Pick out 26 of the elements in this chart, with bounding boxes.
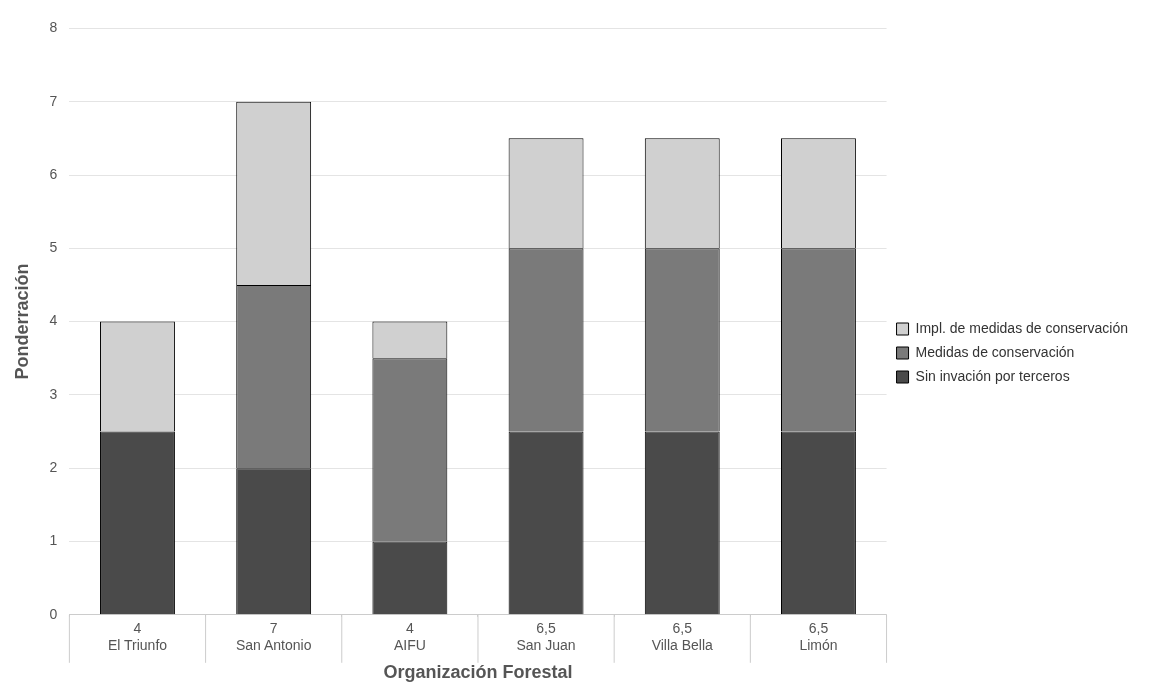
y-tick-label: 4 xyxy=(49,312,58,329)
y-tick-label: 8 xyxy=(49,19,58,36)
y-tick-label: 0 xyxy=(49,605,58,622)
total-label: 6,5 xyxy=(808,620,829,637)
y-tick-label: 6 xyxy=(49,165,58,182)
y-tick-label: 1 xyxy=(49,532,58,549)
x-tick-label: AIFU xyxy=(393,636,426,653)
y-tick-label: 7 xyxy=(49,92,58,109)
total-label: 6,5 xyxy=(672,620,693,637)
total-label: 4 xyxy=(405,620,414,637)
x-tick-label: San Antonio xyxy=(235,636,312,653)
x-tick-label: Limón xyxy=(799,636,838,653)
x-axis-title: Organización Forestal xyxy=(383,662,573,683)
x-tick-label: San Juan xyxy=(516,636,576,653)
y-axis-title: Ponderración xyxy=(11,263,32,380)
total-label: 6,5 xyxy=(536,620,557,637)
legend-label: Medidas de conservación xyxy=(915,343,1075,360)
legend-label: Impl. de medidas de conservación xyxy=(915,319,1129,336)
x-tick-label: Villa Bella xyxy=(651,636,714,653)
y-tick-label: 5 xyxy=(49,239,58,256)
total-label: 4 xyxy=(133,620,142,637)
legend-label: Sin invación por terceros xyxy=(915,367,1070,384)
x-tick-label: El Triunfo xyxy=(107,636,168,653)
total-label: 7 xyxy=(269,620,278,637)
y-tick-label: 3 xyxy=(49,385,58,402)
y-tick-label: 2 xyxy=(49,459,58,476)
